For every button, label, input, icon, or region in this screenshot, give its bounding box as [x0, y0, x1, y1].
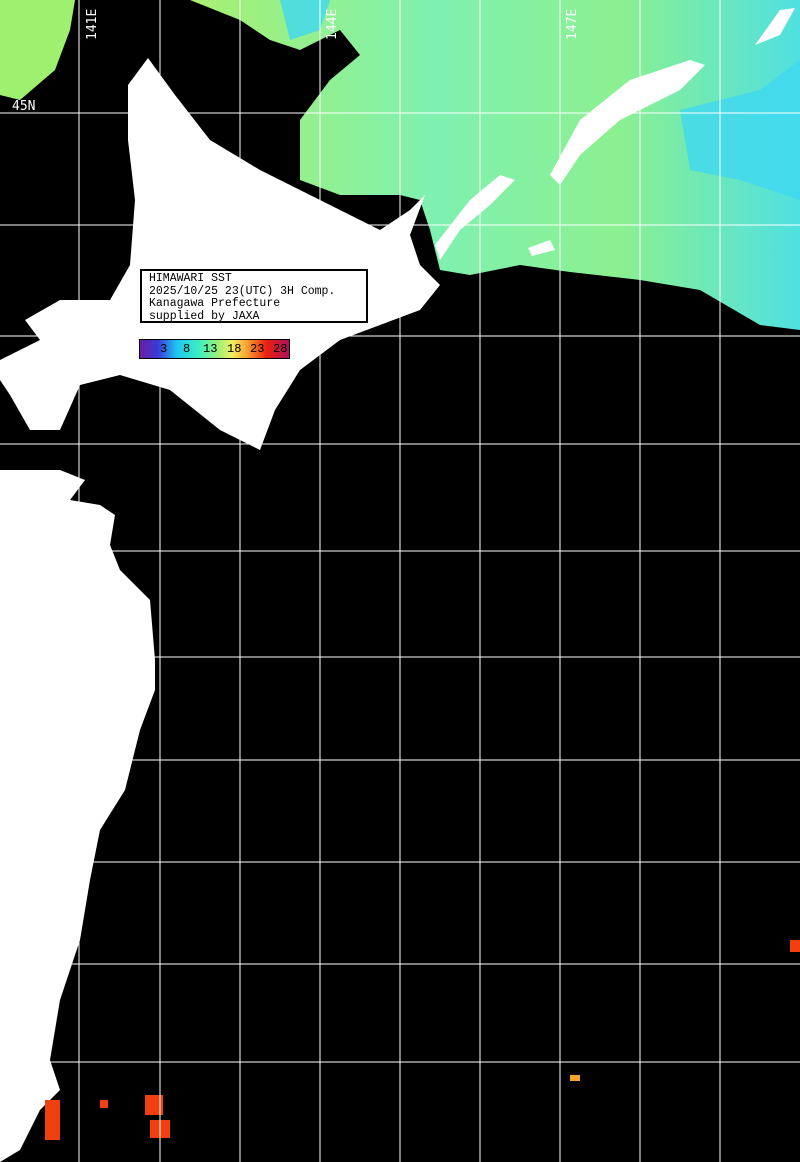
info-credit: supplied by JAXA: [149, 309, 260, 323]
land-hokkaido: [0, 58, 440, 450]
scale-tick: 18: [227, 342, 242, 356]
land-urup: [755, 8, 795, 45]
scale-tick: 13: [203, 342, 218, 356]
sea-data-japan: [0, 0, 75, 100]
scale-tick: 3: [160, 342, 168, 356]
scale-tick: 8: [183, 342, 191, 356]
lon-label-144e: 144E: [325, 9, 340, 40]
land-kunashir: [435, 175, 515, 260]
lon-label-147e: 147E: [565, 9, 580, 40]
info-box: HIMAWARI SST 2025/10/25 23(UTC) 3H Comp.…: [140, 269, 368, 323]
lat-label-45n: 45N: [12, 99, 35, 114]
lon-label-141e: 141E: [85, 9, 100, 40]
sea-data-warm: [45, 940, 800, 1140]
info-title: HIMAWARI SST: [149, 272, 232, 285]
scale-tick: 28: [273, 342, 288, 356]
scale-tick: 23: [250, 342, 265, 356]
info-prefecture: Kanagawa Prefecture: [149, 297, 281, 310]
land-honshu: [0, 470, 155, 1162]
land-iturup: [550, 60, 705, 185]
sea-data-cold: [280, 0, 800, 200]
info-datetime: 2025/10/25 23(UTC) 3H Comp.: [149, 284, 336, 298]
land-shikotan: [528, 240, 555, 256]
color-scale-bar: 3 8 13 18 23 28: [139, 339, 290, 359]
